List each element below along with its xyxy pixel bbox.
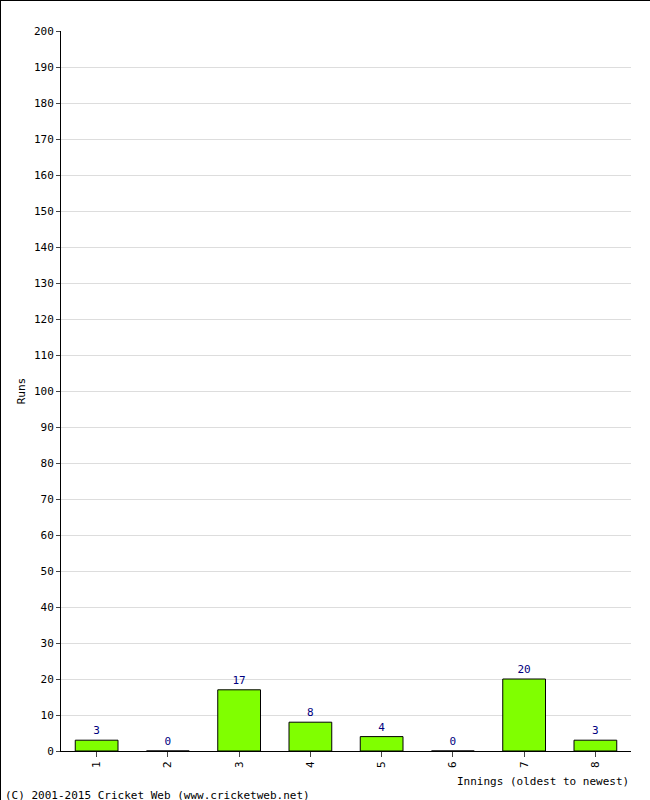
svg-text:8: 8 [307,706,314,719]
svg-text:50: 50 [41,565,54,578]
svg-text:3: 3 [233,761,246,768]
svg-text:180: 180 [34,97,54,110]
svg-text:170: 170 [34,133,54,146]
svg-text:60: 60 [41,529,54,542]
svg-text:3: 3 [592,724,599,737]
svg-text:20: 20 [41,673,54,686]
svg-text:0: 0 [47,745,54,758]
svg-text:30: 30 [41,637,54,650]
svg-text:0: 0 [165,735,172,748]
svg-text:190: 190 [34,61,54,74]
svg-text:6: 6 [446,761,459,768]
svg-text:Innings (oldest to newest): Innings (oldest to newest) [457,775,629,788]
svg-text:4: 4 [378,721,385,734]
svg-text:100: 100 [34,385,54,398]
svg-text:160: 160 [34,169,54,182]
svg-text:140: 140 [34,241,54,254]
svg-text:(C) 2001-2015 Cricket Web (www: (C) 2001-2015 Cricket Web (www.cricketwe… [5,789,310,800]
svg-text:5: 5 [375,761,388,768]
svg-text:0: 0 [450,735,457,748]
svg-text:80: 80 [41,457,54,470]
svg-text:10: 10 [41,709,54,722]
svg-text:3: 3 [93,724,100,737]
svg-text:8: 8 [589,761,602,768]
svg-text:200: 200 [34,25,54,38]
svg-text:20: 20 [518,663,531,676]
svg-text:7: 7 [518,761,531,768]
svg-text:70: 70 [41,493,54,506]
svg-text:Runs: Runs [15,378,28,405]
svg-text:150: 150 [34,205,54,218]
svg-text:1: 1 [90,761,103,768]
svg-text:2: 2 [161,761,174,768]
svg-text:17: 17 [233,674,246,687]
svg-text:110: 110 [34,349,54,362]
svg-text:4: 4 [304,761,317,768]
svg-text:40: 40 [41,601,54,614]
svg-text:130: 130 [34,277,54,290]
svg-text:90: 90 [41,421,54,434]
svg-text:120: 120 [34,313,54,326]
